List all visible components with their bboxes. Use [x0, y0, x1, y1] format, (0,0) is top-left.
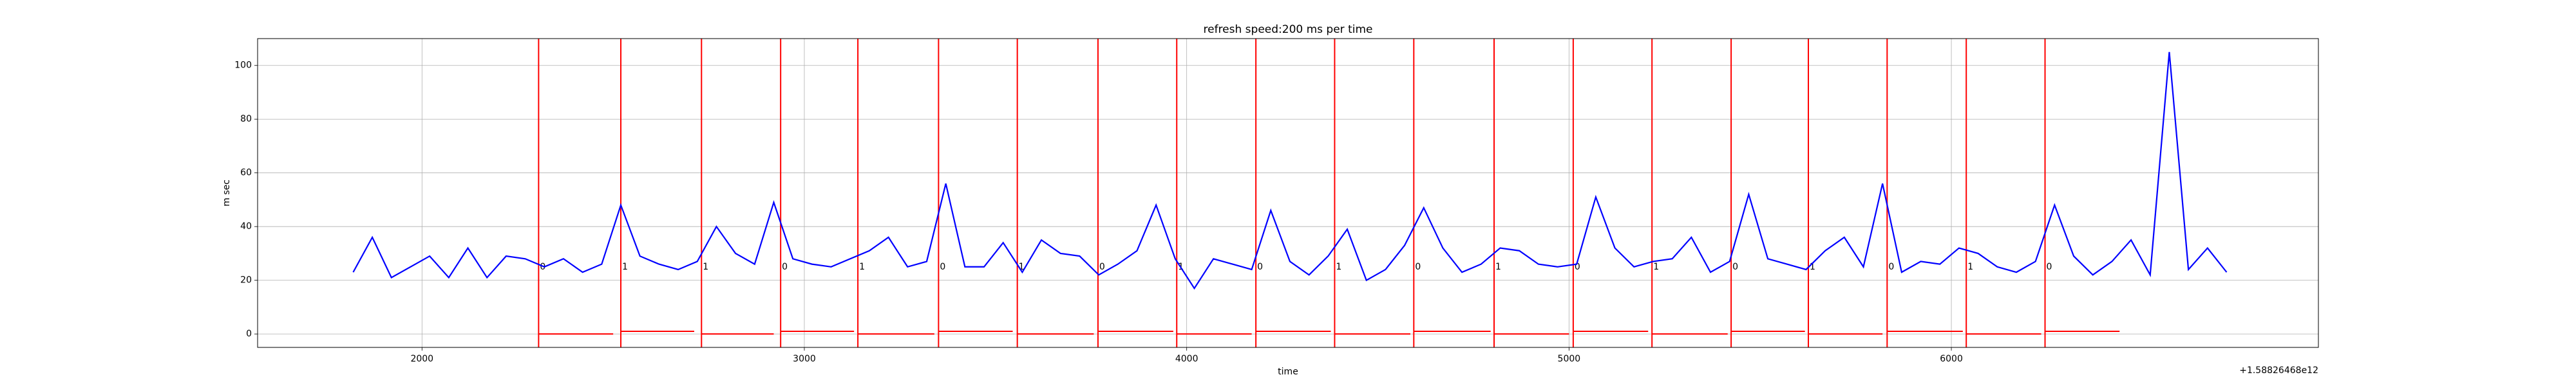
plot-frame: [257, 38, 2319, 348]
x-offset-label: +1.58826468e12: [2239, 365, 2318, 376]
state-label: 0: [1099, 262, 1105, 272]
state-label: 1: [1336, 262, 1341, 272]
state-label: 1: [1019, 262, 1025, 272]
y-tick-label: 80: [240, 114, 252, 124]
state-label: 0: [782, 262, 788, 272]
y-tick-label: 20: [240, 275, 252, 286]
x-tick-label: 5000: [1558, 354, 1581, 364]
state-label: 0: [2047, 262, 2052, 272]
state-label: 0: [1415, 262, 1421, 272]
state-label: 1: [622, 262, 628, 272]
state-label: 1: [703, 262, 708, 272]
x-tick-label: 2000: [410, 354, 433, 364]
x-axis-label: time: [1278, 367, 1298, 377]
state-label: 1: [1810, 262, 1815, 272]
state-label: 0: [1888, 262, 1894, 272]
chart-title: refresh speed:200 ms per time: [1204, 23, 1373, 36]
x-tick-label: 3000: [793, 354, 816, 364]
y-tick-label: 60: [240, 168, 252, 178]
state-label: 0: [1575, 262, 1580, 272]
x-tick-label: 4000: [1175, 354, 1198, 364]
state-label: 1: [1967, 262, 1973, 272]
data-line: [352, 51, 2228, 290]
state-label: 0: [940, 262, 945, 272]
state-label: 0: [1257, 262, 1263, 272]
state-label: 0: [1732, 262, 1738, 272]
state-label: 1: [859, 262, 865, 272]
y-tick-label: 40: [240, 221, 252, 232]
x-tick-label: 6000: [1940, 354, 1963, 364]
y-axis-label: m sec: [222, 179, 232, 207]
y-tick-label: 100: [234, 60, 252, 71]
state-label: 1: [1653, 262, 1659, 272]
state-label: 1: [1495, 262, 1501, 272]
y-tick-label: 0: [246, 329, 252, 339]
